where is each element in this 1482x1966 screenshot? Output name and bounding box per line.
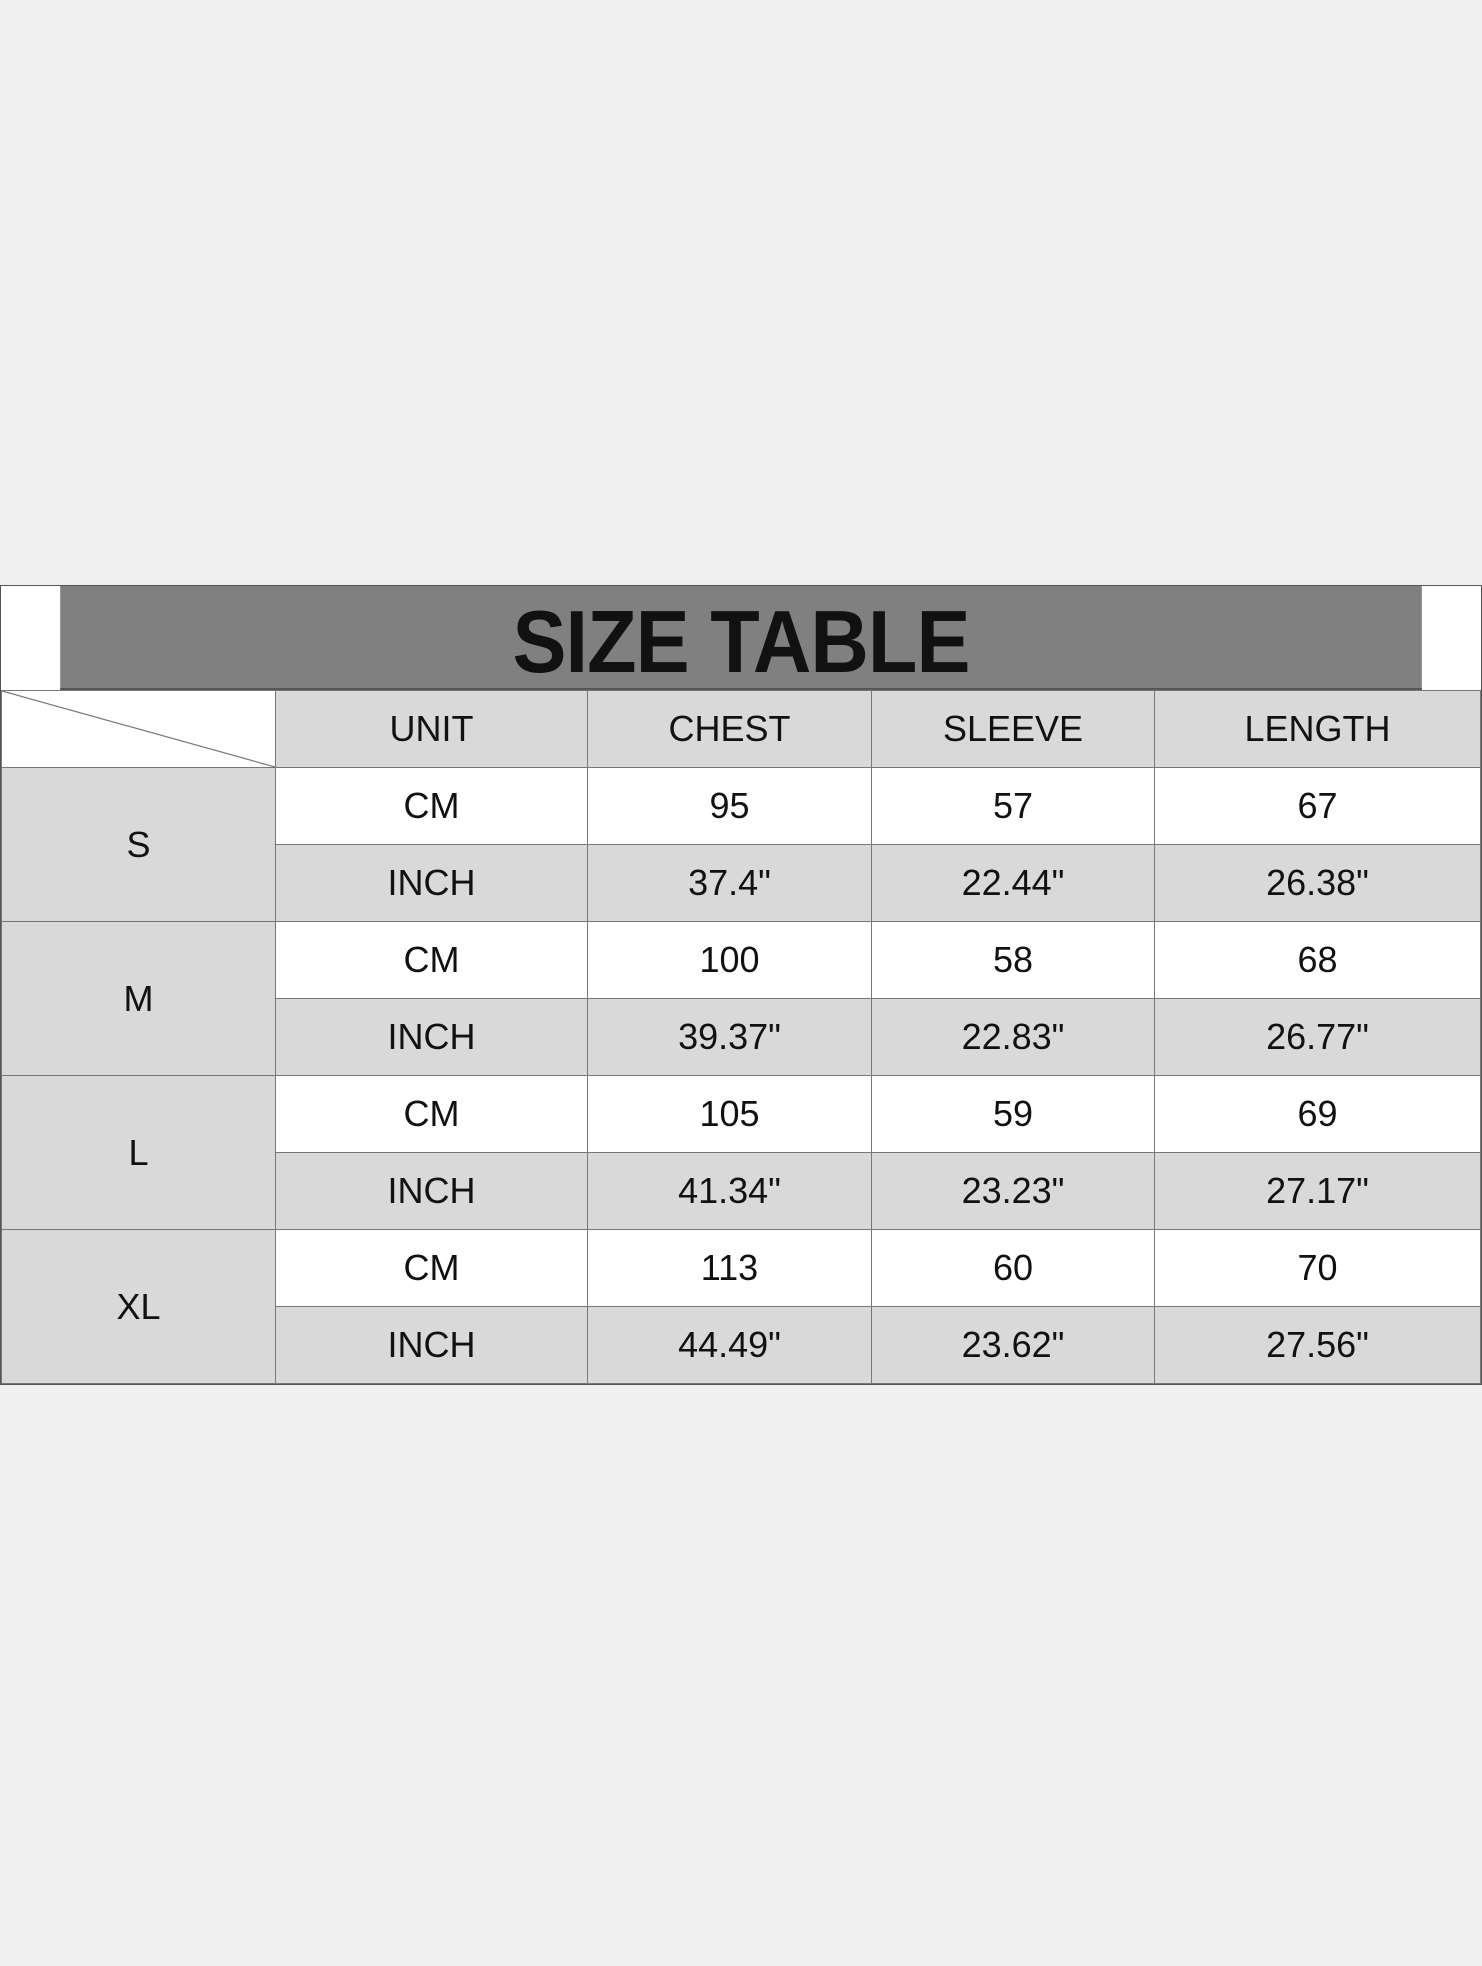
unit-cell: CM	[275, 1229, 588, 1307]
value-cell: 105	[587, 1075, 872, 1153]
table-row: S CM 95 57 67	[1, 767, 1481, 922]
header-row: UNIT CHEST SLEEVE LENGTH	[1, 690, 1481, 768]
unit-cell: CM	[275, 921, 588, 999]
size-label: M	[1, 921, 276, 1076]
size-label: S	[1, 767, 276, 922]
table-row: INCH 39.37" 22.83" 26.77"	[2, 998, 1481, 1076]
value-cell: 41.34"	[587, 1152, 872, 1230]
value-cell: 100	[587, 921, 872, 999]
header-unit: UNIT	[275, 690, 588, 768]
value-cell: 23.62"	[871, 1306, 1155, 1384]
value-cell: 23.23"	[871, 1152, 1155, 1230]
diagonal-line	[2, 691, 275, 767]
value-cell: 39.37"	[587, 998, 872, 1076]
unit-cell: INCH	[275, 998, 588, 1076]
value-cell: 58	[871, 921, 1155, 999]
value-cell: 27.17"	[1154, 1152, 1481, 1230]
table-title: SIZE TABLE	[60, 586, 1422, 691]
value-cell: 57	[871, 767, 1155, 845]
header-length: LENGTH	[1154, 690, 1481, 768]
value-cell: 70	[1154, 1229, 1481, 1307]
table-row: INCH 37.4" 22.44" 26.38"	[2, 844, 1481, 922]
header-sleeve: SLEEVE	[871, 690, 1155, 768]
unit-cell: CM	[275, 1075, 588, 1153]
table-row: INCH 44.49" 23.62" 27.56"	[2, 1306, 1481, 1384]
table-row: XL CM 113 60 70	[1, 1229, 1481, 1384]
size-label: XL	[1, 1229, 276, 1384]
value-cell: 68	[1154, 921, 1481, 999]
unit-cell: INCH	[275, 1152, 588, 1230]
value-cell: 44.49"	[587, 1306, 872, 1384]
table-row: M CM 100 58 68	[1, 921, 1481, 1076]
table-row: INCH 41.34" 23.23" 27.17"	[2, 1152, 1481, 1230]
size-table: SIZE TABLE UNIT CHEST SLEEVE LENGTH S CM 9…	[0, 585, 1482, 1385]
corner-cell	[1, 690, 276, 768]
value-cell: 113	[587, 1229, 872, 1307]
value-cell: 60	[871, 1229, 1155, 1307]
size-grid: UNIT CHEST SLEEVE LENGTH S CM 95 57 67 INCH 37…	[1, 690, 1481, 1384]
value-cell: 22.44"	[871, 844, 1155, 922]
value-cell: 26.77"	[1154, 998, 1481, 1076]
unit-cell: INCH	[275, 844, 588, 922]
value-cell: 22.83"	[871, 998, 1155, 1076]
value-cell: 95	[587, 767, 872, 845]
value-cell: 27.56"	[1154, 1306, 1481, 1384]
value-cell: 67	[1154, 767, 1481, 845]
table-row: L CM 105 59 69	[1, 1075, 1481, 1230]
header-chest: CHEST	[587, 690, 872, 768]
unit-cell: INCH	[275, 1306, 588, 1384]
value-cell: 59	[871, 1075, 1155, 1153]
value-cell: 69	[1154, 1075, 1481, 1153]
value-cell: 26.38"	[1154, 844, 1481, 922]
size-label: L	[1, 1075, 276, 1230]
unit-cell: CM	[275, 767, 588, 845]
value-cell: 37.4"	[587, 844, 872, 922]
